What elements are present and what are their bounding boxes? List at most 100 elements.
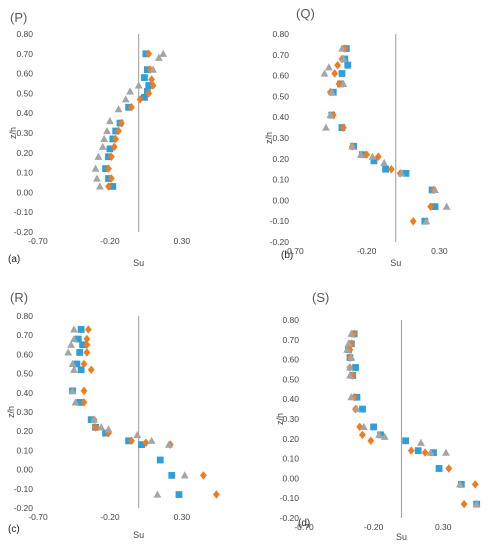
data-point-triangle <box>326 111 335 119</box>
data-point-diamond <box>149 81 157 90</box>
data-point-triangle <box>426 448 435 456</box>
data-point-triangle <box>442 448 450 456</box>
data-point-square <box>402 437 410 445</box>
data-point-triangle <box>431 185 439 194</box>
y-tick-label: 0.80 <box>272 29 289 39</box>
panel-title: (R) <box>10 290 28 305</box>
data-point-diamond <box>128 436 135 446</box>
data-point-diamond <box>80 398 88 407</box>
y-tick-label: 0.10 <box>272 175 289 185</box>
data-point-triangle <box>347 329 356 337</box>
data-point-triangle <box>159 49 168 57</box>
data-point-diamond <box>128 103 135 112</box>
y-axis-label: z/h <box>6 406 16 418</box>
data-point-square <box>79 341 86 349</box>
panel-label: (c) <box>8 524 20 535</box>
y-tick-label: 0.30 <box>16 407 33 417</box>
x-axis-label: Su <box>133 530 144 540</box>
data-point-triangle <box>91 164 100 172</box>
data-point-triangle <box>149 65 157 73</box>
y-tick-label: 0.20 <box>16 426 33 436</box>
x-tick-label: -0.20 <box>100 236 120 246</box>
y-tick-label: 0.20 <box>282 434 299 444</box>
data-point-triangle <box>121 95 130 103</box>
y-tick-label: -0.20 <box>280 513 300 523</box>
y-tick-label: 0.00 <box>16 187 33 197</box>
y-tick-label: -0.10 <box>14 484 34 494</box>
data-point-diamond <box>407 446 415 455</box>
data-point-triangle <box>98 142 107 150</box>
y-axis-label: z/h <box>264 132 274 144</box>
data-point-triangle <box>327 88 336 96</box>
y-axis-label: z/h <box>8 127 18 139</box>
data-point-diamond <box>118 118 125 128</box>
data-point-triangle <box>346 371 354 379</box>
data-point-square <box>77 366 85 374</box>
data-point-diamond <box>115 126 122 136</box>
chart-panel: (S)(d)-0.20-0.100.000.100.200.300.400.50… <box>275 290 481 542</box>
data-point-triangle <box>94 152 103 160</box>
y-tick-label: 0.50 <box>272 91 289 101</box>
y-tick-label: 0.70 <box>16 49 33 59</box>
y-tick-label: 0.50 <box>282 374 299 384</box>
y-tick-label: 0.40 <box>16 388 33 398</box>
x-tick-label: -0.70 <box>28 236 48 246</box>
data-point-diamond <box>349 371 357 380</box>
data-point-triangle <box>68 386 77 394</box>
x-tick-label: -0.70 <box>284 246 304 256</box>
x-axis-label: Su <box>390 258 401 268</box>
data-point-square <box>338 70 346 77</box>
data-point-triangle <box>126 87 134 95</box>
data-point-triangle <box>153 490 162 498</box>
series-triangle <box>91 49 168 190</box>
y-tick-label: -0.10 <box>270 216 290 226</box>
data-point-square <box>76 349 84 356</box>
data-point-diamond <box>340 123 347 132</box>
data-point-square <box>109 183 117 190</box>
data-point-diamond <box>105 164 112 173</box>
data-point-triangle <box>456 480 464 488</box>
data-point-triangle <box>368 152 377 160</box>
y-tick-label: -0.10 <box>280 493 300 503</box>
y-axis-label: z/h <box>275 413 285 425</box>
panel-label: (d) <box>298 518 310 529</box>
data-point-diamond <box>427 202 435 211</box>
data-point-triangle <box>106 117 114 125</box>
panel-title: (P) <box>10 10 27 25</box>
series-square <box>328 45 439 225</box>
data-point-diamond <box>359 430 366 440</box>
y-tick-label: 0.30 <box>282 414 299 424</box>
x-tick-label: -0.70 <box>294 522 314 532</box>
x-axis-label: Su <box>133 258 144 268</box>
data-point-triangle <box>164 440 173 448</box>
data-point-triangle <box>70 334 78 343</box>
data-point-diamond <box>83 334 91 344</box>
data-point-triangle <box>90 415 99 423</box>
data-point-diamond <box>83 348 91 357</box>
panel-label: (b) <box>281 250 293 261</box>
data-point-square <box>382 165 389 173</box>
series-diamond <box>105 49 157 191</box>
y-tick-label: 0.30 <box>16 128 33 138</box>
data-point-diamond <box>367 436 375 446</box>
panel-label: (a) <box>8 254 20 265</box>
data-point-square <box>431 203 439 211</box>
data-point-triangle <box>352 405 361 413</box>
data-point-diamond <box>145 89 153 98</box>
data-point-square <box>77 326 85 333</box>
data-point-square <box>359 405 366 413</box>
y-tick-label: 0.50 <box>16 369 33 379</box>
data-point-triangle <box>70 365 78 373</box>
x-tick-label: -0.70 <box>28 512 48 522</box>
data-point-triangle <box>100 134 109 142</box>
y-tick-label: 0.10 <box>282 454 299 464</box>
data-point-triangle <box>339 79 348 87</box>
data-point-triangle <box>338 44 346 52</box>
data-point-diamond <box>212 490 220 499</box>
y-tick-label: -0.20 <box>14 503 34 513</box>
data-point-triangle <box>324 63 333 71</box>
data-point-triangle <box>359 422 368 430</box>
data-point-square <box>352 364 359 371</box>
data-point-triangle <box>320 69 329 77</box>
data-point-diamond <box>112 134 120 144</box>
